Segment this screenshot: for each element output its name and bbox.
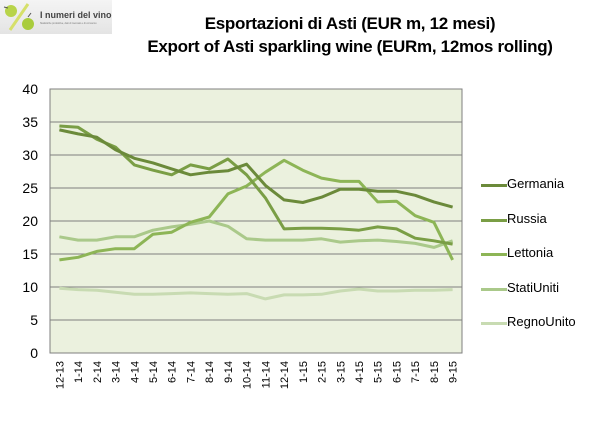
x-tick-label: 7-14: [185, 361, 197, 383]
x-tick-label: 12-14: [279, 361, 291, 389]
x-tick-label: 6-15: [391, 361, 403, 383]
x-tick-label: 7-15: [410, 361, 422, 383]
y-tick-label: 10: [22, 279, 38, 295]
series-lines: [59, 124, 454, 301]
series-line-regnounito: [59, 286, 453, 301]
chart-title: Esportazioni di Asti (EUR m, 12 mesi): [204, 14, 496, 33]
logo-subtitle: Statistiche produttive, dati di mercato …: [40, 22, 97, 25]
x-tick-label: 8-14: [204, 361, 216, 383]
legend-label: RegnoUnito: [507, 314, 576, 329]
x-tick-label: 5-15: [373, 361, 385, 383]
x-tick-label: 8-15: [429, 361, 441, 383]
x-tick-label: 9-15: [448, 361, 460, 383]
series-line-russia: [59, 124, 453, 246]
y-tick-label: 15: [22, 246, 38, 262]
x-tick-label: 5-14: [148, 361, 160, 383]
x-tick-label: 2-14: [92, 361, 104, 383]
legend-item-lettonia: Lettonia: [476, 245, 601, 280]
legend-label: Germania: [507, 176, 565, 191]
x-tick-label: 4-14: [129, 361, 141, 383]
legend-swatch: [481, 287, 507, 291]
series-line-germania: [59, 128, 454, 209]
site-logo: I numeri del vino Statistiche produttive…: [0, 0, 112, 34]
legend-item-germania: Germania: [476, 176, 601, 211]
grape-percent-icon: [3, 3, 34, 31]
legend-label: StatiUniti: [507, 279, 560, 295]
legend-label: Lettonia: [507, 245, 554, 260]
legend-label: Russia: [507, 210, 547, 226]
x-tick-label: 4-15: [354, 361, 366, 383]
legend-swatch: [481, 253, 507, 256]
x-tick-label: 1-15: [298, 361, 310, 383]
x-tick-label: 9-14: [223, 361, 235, 383]
x-tick-label: 10-14: [242, 361, 254, 389]
legend-swatch: [481, 184, 507, 187]
y-tick-label: 5: [30, 312, 38, 328]
y-axis-ticks: 0 5 10 15 20 25 30 35 40: [22, 81, 38, 361]
legend-item-statiuniti: StatiUniti: [476, 280, 601, 315]
x-tick-label: 3-15: [335, 361, 347, 383]
x-axis-ticks: 12-13 1-14 2-14 3-14 4-14 5-14 6-14 7-14 8-14 9-1…: [54, 361, 459, 389]
x-tick-label: 2-15: [317, 361, 329, 383]
legend-swatch: [481, 218, 507, 222]
y-tick-label: 0: [30, 345, 38, 361]
x-tick-label: 1-14: [73, 361, 85, 383]
y-tick-label: 40: [22, 81, 38, 97]
y-tick-label: 35: [22, 114, 38, 130]
legend: Germania Russia Lettonia StatiUniti RegnoUni…: [476, 176, 601, 349]
chart-subtitle: Export of Asti sparkling wine (EURm, 12m…: [147, 37, 553, 56]
x-tick-label: 6-14: [167, 361, 179, 383]
legend-swatch: [481, 322, 507, 325]
x-tick-label: 3-14: [111, 361, 123, 383]
logo-title: I numeri del vino: [40, 10, 112, 20]
series-line-statiuniti: [59, 219, 454, 249]
y-tick-label: 20: [22, 213, 38, 229]
x-tick-label: 11-14: [260, 361, 272, 388]
y-tick-label: 25: [22, 180, 38, 196]
y-tick-label: 30: [22, 147, 38, 163]
series-line-lettonia: [59, 158, 454, 262]
x-tick-label: 12-13: [54, 361, 66, 389]
legend-item-regnounito: RegnoUnito: [476, 314, 601, 349]
legend-item-russia: Russia: [476, 211, 601, 246]
